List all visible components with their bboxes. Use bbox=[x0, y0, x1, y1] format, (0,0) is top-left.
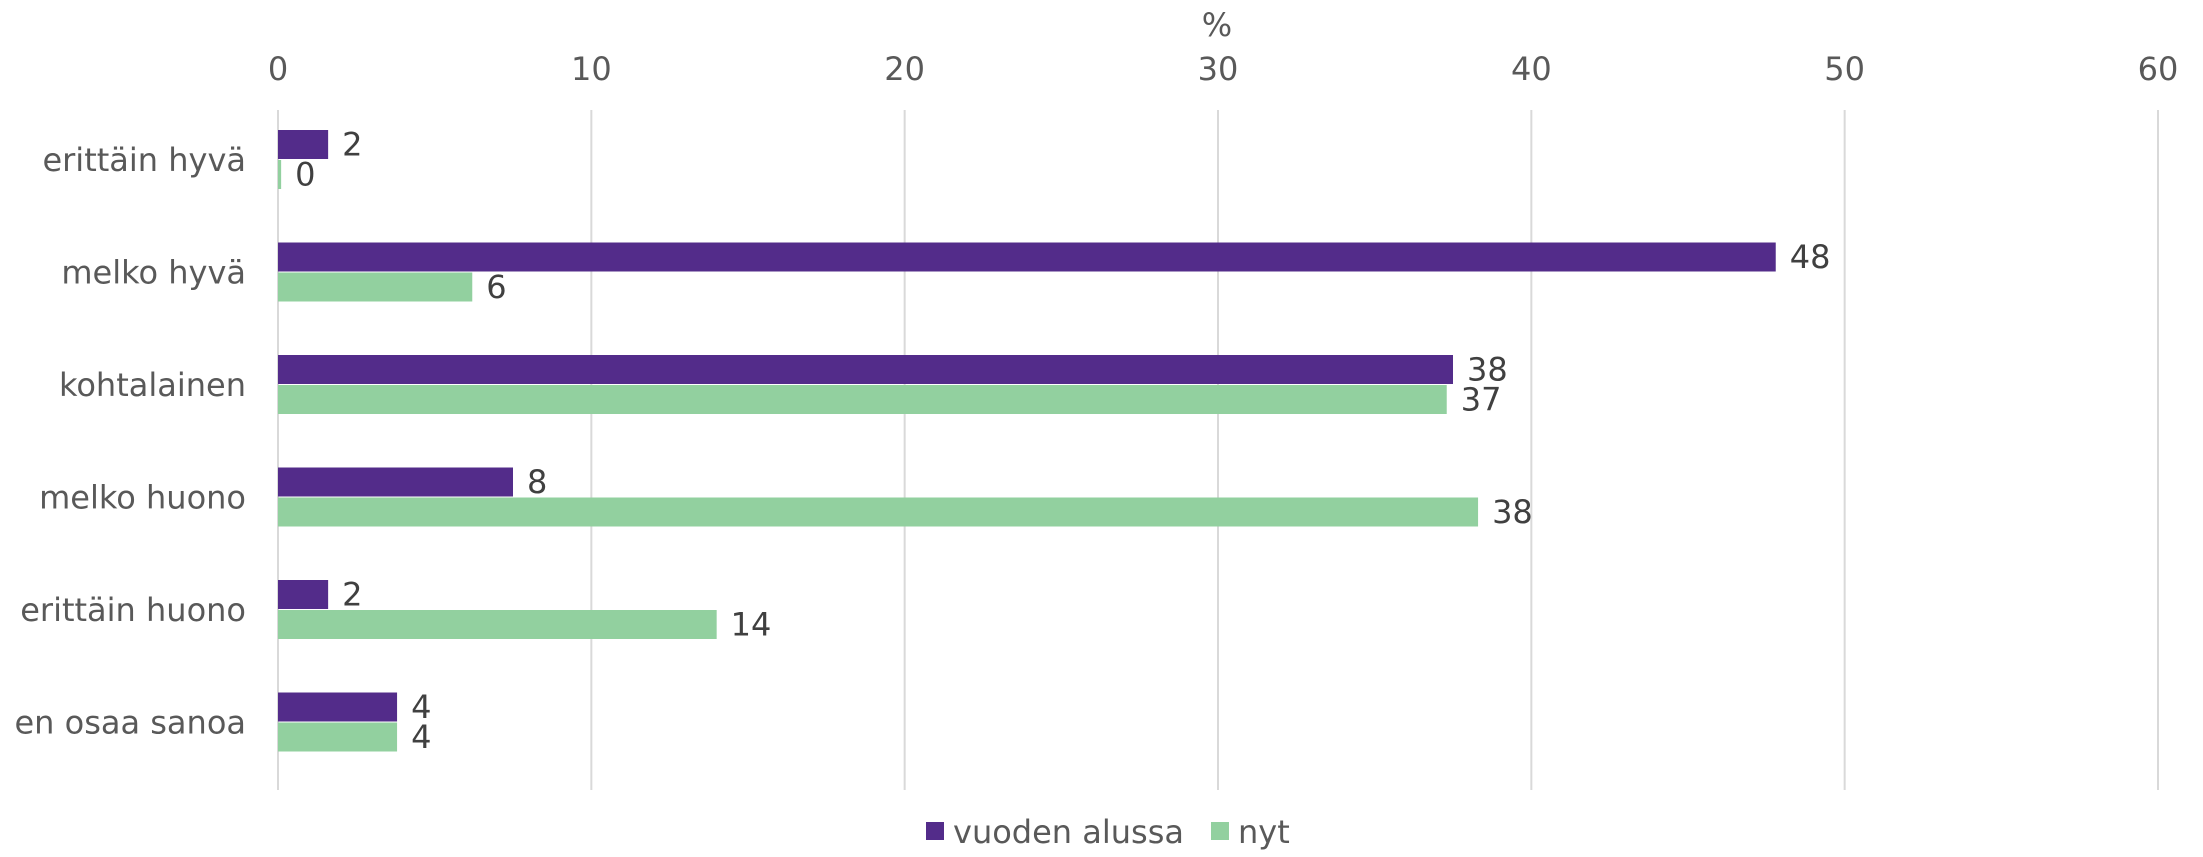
category-label: erittäin hyvä bbox=[42, 141, 246, 179]
data-label: 38 bbox=[1467, 351, 1508, 389]
x-tick-label: 30 bbox=[1198, 50, 1239, 88]
bar-0 bbox=[278, 467, 513, 497]
data-label: 48 bbox=[1790, 238, 1831, 276]
x-tick-label: 10 bbox=[571, 50, 612, 88]
data-label: 38 bbox=[1492, 493, 1533, 531]
category-label: erittäin huono bbox=[20, 591, 246, 629]
x-tick-label: 20 bbox=[884, 50, 925, 88]
bar-1 bbox=[278, 272, 473, 302]
bar-1 bbox=[278, 722, 398, 752]
data-label: 6 bbox=[486, 268, 506, 306]
data-label: 4 bbox=[411, 718, 431, 756]
bar-1 bbox=[278, 160, 282, 189]
bar-0 bbox=[278, 692, 398, 722]
legend-swatch bbox=[926, 822, 944, 840]
gridlines bbox=[277, 110, 2159, 790]
bars bbox=[278, 130, 1776, 752]
data-label: 0 bbox=[295, 156, 315, 194]
legend-label: vuoden alussa bbox=[953, 813, 1184, 851]
data-label: 37 bbox=[1461, 381, 1502, 419]
category-label: melko huono bbox=[39, 479, 246, 517]
legend-swatch bbox=[1210, 822, 1229, 840]
x-tick-label: 0 bbox=[268, 50, 288, 88]
data-label: 2 bbox=[342, 126, 362, 164]
bar-1 bbox=[278, 385, 1447, 414]
legend-label: nyt bbox=[1238, 813, 1290, 851]
x-tick-label: 40 bbox=[1511, 50, 1552, 88]
bar-1 bbox=[278, 610, 717, 639]
bar-0 bbox=[278, 130, 329, 159]
data-label: 8 bbox=[527, 463, 547, 501]
legend: vuoden alussa nyt bbox=[926, 813, 1290, 851]
x-tick-label: 50 bbox=[1824, 50, 1865, 88]
bar-0 bbox=[278, 242, 1776, 272]
x-axis-ticks: 0 10 20 30 40 50 60 bbox=[268, 50, 2179, 88]
x-axis-unit-label: % bbox=[1202, 6, 1232, 44]
bar-0 bbox=[278, 355, 1453, 384]
data-label: 2 bbox=[342, 576, 362, 614]
category-label: en osaa sanoa bbox=[14, 704, 246, 742]
category-labels: erittäin hyvä melko hyvä kohtalainen melko … bbox=[14, 141, 246, 742]
category-label: melko hyvä bbox=[61, 254, 246, 292]
bar-0 bbox=[278, 580, 329, 609]
bar-1 bbox=[278, 497, 1479, 527]
data-label: 4 bbox=[411, 688, 431, 726]
data-label: 14 bbox=[731, 606, 772, 644]
category-label: kohtalainen bbox=[59, 366, 246, 404]
x-tick-label: 60 bbox=[2138, 50, 2179, 88]
